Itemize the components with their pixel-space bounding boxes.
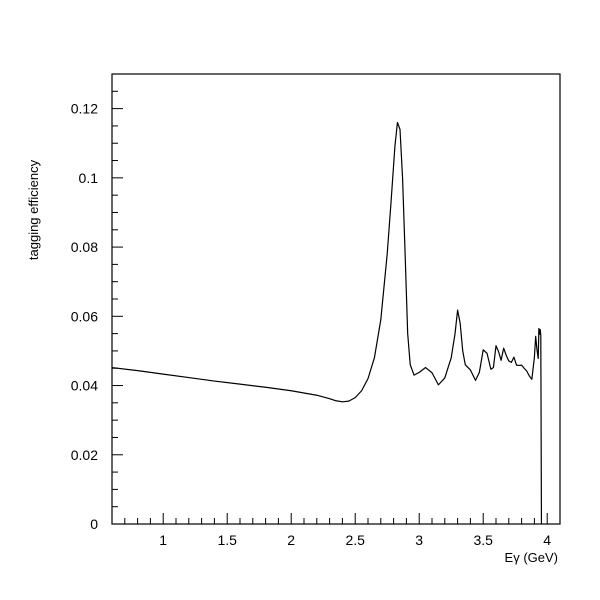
x-tick-label: 3 [415, 532, 423, 548]
y-tick-label: 0.02 [71, 447, 98, 463]
y-axis-label: tagging efficiency [26, 159, 41, 260]
x-tick-label: 1.5 [217, 532, 237, 548]
x-tick-label: 2 [287, 532, 295, 548]
y-tick-label: 0 [90, 516, 98, 532]
series-group [111, 121, 543, 525]
x-tick-label: 4 [543, 532, 551, 548]
y-tick-label: 0.12 [71, 101, 98, 117]
y-axis: 0 0.02 0.04 0.06 0.08 0.1 0.12 [71, 73, 123, 532]
y-tick-label: 0.04 [71, 378, 98, 394]
plot-frame [111, 73, 561, 525]
y-tick-label: 0.1 [79, 170, 99, 186]
series-line [111, 121, 543, 525]
y-tick-label: 0.06 [71, 308, 98, 324]
y-tick-label: 0.08 [71, 239, 98, 255]
x-tick-label: 3.5 [473, 532, 493, 548]
x-tick-label: 1 [159, 532, 167, 548]
x-axis: 1 1.5 2 2.5 3 3.5 4 [111, 513, 561, 548]
x-tick-label: 2.5 [345, 532, 365, 548]
x-axis-label: Eγ (GeV) [505, 550, 558, 565]
